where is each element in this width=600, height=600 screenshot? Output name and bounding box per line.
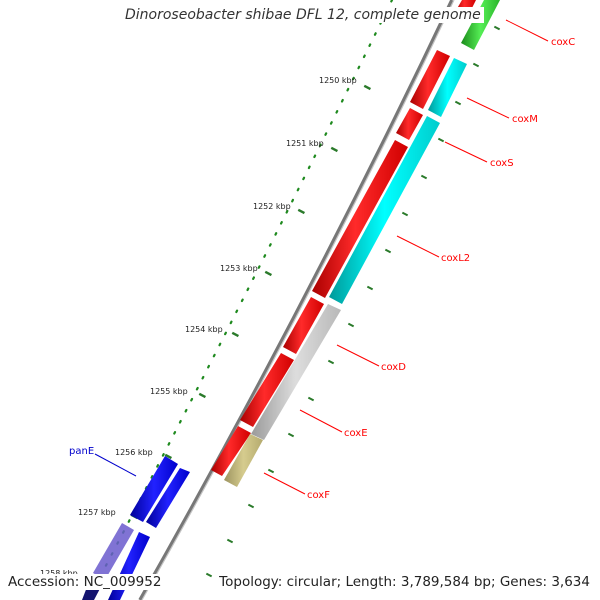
forward-strand-genes [82,0,476,600]
tick-label-1250: 1250 kbp [319,76,357,85]
gene-cyan-a [428,58,467,117]
gene-label-coxD: coxD [381,362,406,373]
gene-coxS [396,108,423,140]
gene-label-coxM: coxM [512,114,538,125]
gene-olive [224,434,263,487]
gene-label-coxE: coxE [344,428,368,439]
outer-tick-marks [205,25,501,578]
ruler-labels: 1250 kbp 1251 kbp 1252 kbp 1253 kbp 1254… [40,76,357,578]
tick-label-1258: 1258 kbp [40,569,78,578]
tick-label-1252: 1252 kbp [253,202,291,211]
gene-coxE [240,353,294,427]
gene-grey [251,304,341,440]
gene-label-coxS: coxS [490,158,514,169]
gene-label-coxF: coxF [307,490,330,501]
gene-coxF [211,426,251,476]
genome-backbone-highlight [141,0,455,600]
reverse-strand-genes [224,0,500,487]
gene-label-coxL2: coxL2 [441,253,470,264]
gene-label-panE: panE [69,446,94,457]
genome-backbone [138,0,454,600]
gene-labels: coxC coxM coxS coxL2 coxD coxE coxF panE [69,37,575,501]
gene-coxC-outer [461,0,500,50]
tick-label-1254: 1254 kbp [185,325,223,334]
panE-label-line [94,453,137,477]
gene-blue-lower-1 [93,523,134,580]
map-title: Dinoroseobacter shibae DFL 12, complete … [122,7,484,23]
gene-cyan-b [329,116,440,304]
accession-text: Accession: NC_009952 [8,574,162,590]
gene-label-coxC: coxC [551,37,575,48]
tick-label-1255: 1255 kbp [150,387,188,396]
gene-label-lines [263,19,549,495]
tick-label-1256: 1256 kbp [115,448,153,457]
gene-coxD [283,297,324,354]
tick-label-1251: 1251 kbp [286,139,324,148]
gene-panE-1 [130,456,178,522]
gene-coxM [410,50,450,109]
white-overlay-top [444,20,460,44]
genome-summary-text: Topology: circular; Length: 3,789,584 bp… [219,574,590,590]
tick-label-1257: 1257 kbp [78,508,116,517]
tick-label-1253: 1253 kbp [220,264,258,273]
gene-panE-2 [146,468,190,528]
gene-coxL2 [312,140,408,298]
